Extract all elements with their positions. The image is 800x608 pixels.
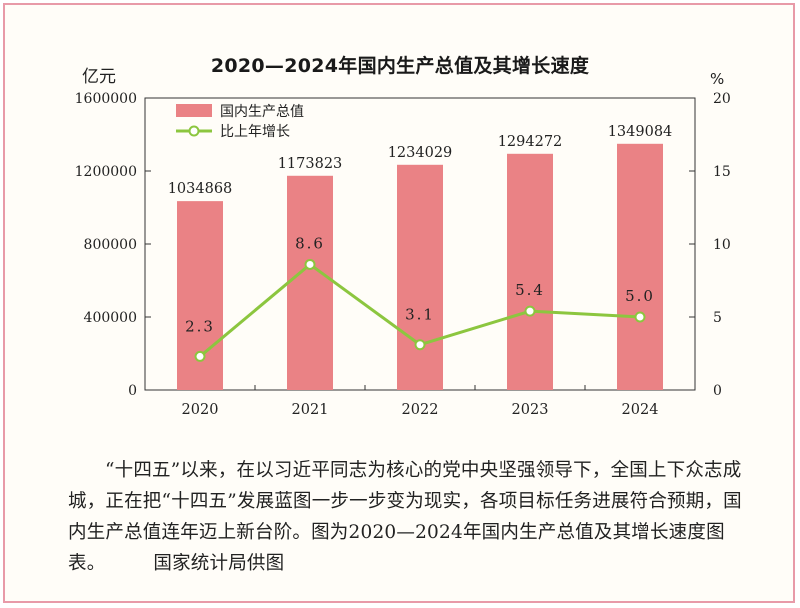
y-right-tick-label: 0: [713, 383, 722, 399]
bar-value-label: 1034868: [168, 181, 233, 197]
caption-paragraph: “十四五”以来，在以习近平同志为核心的党中央坚强领导下，全国上下众志成城，正在把…: [68, 455, 758, 579]
growth-point: [524, 305, 536, 317]
y-left-tick-label: 1600000: [75, 91, 137, 107]
legend-swatch-growth-marker: [188, 125, 200, 137]
bar-gdp: [287, 175, 333, 390]
x-tick-label: 2021: [292, 402, 329, 418]
y-right-unit-label: %: [710, 70, 724, 88]
x-tick-label: 2022: [402, 402, 439, 418]
bar-value-label: 1294272: [498, 134, 563, 150]
y-left-tick-label: 800000: [84, 237, 137, 253]
caption-text: “十四五”以来，在以习近平同志为核心的党中央坚强领导下，全国上下众志成城，正在把…: [68, 460, 742, 574]
growth-point: [194, 350, 206, 362]
caption-credit: 国家统计局供图: [153, 553, 285, 574]
legend-label-gdp: 国内生产总值: [220, 104, 304, 120]
legend-label-growth: 比上年增长: [220, 124, 290, 140]
bar-gdp: [617, 143, 663, 390]
bar-gdp: [397, 164, 443, 390]
bar-gdp: [507, 153, 553, 390]
growth-point: [304, 258, 316, 270]
growth-value-label: 8.6: [295, 234, 325, 252]
bar-value-label: 1349084: [608, 124, 673, 140]
y-left-tick-label: 1200000: [75, 164, 137, 180]
x-tick-label: 2020: [182, 402, 219, 418]
growth-value-label: 5.0: [625, 287, 655, 305]
growth-value-label: 2.3: [185, 317, 215, 335]
y-right-tick-label: 10: [713, 237, 731, 253]
x-tick-label: 2024: [622, 402, 659, 418]
growth-point: [414, 339, 426, 351]
y-right-tick-label: 5: [713, 310, 722, 326]
bar-value-label: 1234029: [388, 145, 453, 161]
chart-title: 2020—2024年国内生产总值及其增长速度: [210, 55, 590, 77]
growth-point: [634, 311, 646, 323]
growth-value-label: 3.1: [405, 306, 435, 324]
growth-value-label: 5.4: [515, 281, 545, 299]
y-left-tick-label: 0: [128, 383, 137, 399]
y-right-tick-label: 15: [713, 164, 731, 180]
x-tick-label: 2023: [512, 402, 549, 418]
bar-value-label: 1173823: [278, 156, 343, 172]
y-left-unit-label: 亿元: [82, 67, 116, 87]
y-left-tick-label: 400000: [84, 310, 137, 326]
legend-swatch-gdp: [176, 104, 212, 117]
y-right-tick-label: 20: [713, 91, 731, 107]
